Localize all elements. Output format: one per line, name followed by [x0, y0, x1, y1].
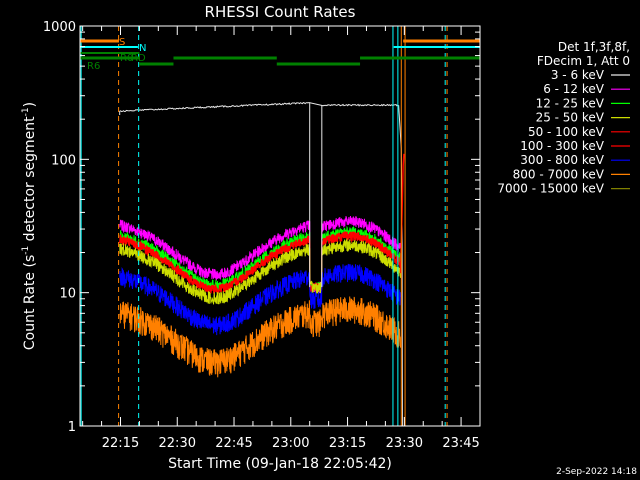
y-axis: 1 10 100 1000 — [43, 20, 480, 435]
legend-entry-label: 50 - 100 keV — [528, 125, 605, 139]
series-band-line — [119, 263, 401, 336]
x-tick-label: 22:30 — [159, 436, 196, 451]
legend-entry-label: 12 - 25 keV — [536, 96, 605, 110]
chart-title: RHESSI Count Rates — [205, 3, 356, 21]
flag-label-s: S — [119, 37, 125, 48]
x-axis-label: Start Time (09-Jan-18 22:05:42) — [168, 456, 392, 472]
legend-header: FDecim 1, Att 0 — [537, 54, 630, 68]
y-axis-label-end: ) — [22, 102, 38, 107]
series-3-6-kev-line — [119, 101, 399, 115]
x-tick-label: 22:45 — [215, 436, 252, 451]
flag-label-r6: R6 — [87, 61, 100, 72]
y-tick-label: 1 — [68, 420, 76, 435]
flag-label-r0: R0 — [120, 53, 133, 64]
legend-entry-label: 300 - 800 keV — [520, 153, 604, 167]
legend-entry-label: 100 - 300 keV — [520, 139, 604, 153]
x-tick-label: 23:30 — [386, 436, 423, 451]
legend-entry-label: 3 - 6 keV — [551, 68, 605, 82]
plot-frame — [79, 25, 481, 427]
y-axis-label-exp2: -1 — [21, 107, 31, 116]
x-tick-label: 23:45 — [442, 436, 479, 451]
plot-area: S N R0 R6 RD — [80, 26, 480, 427]
series-band-line — [119, 296, 401, 378]
series-band-line — [119, 215, 401, 294]
legend-header: Det 1f,3f,8f, — [558, 40, 630, 54]
x-axis: 22:15 22:30 22:45 23:00 23:15 23:30 23:45 — [82, 26, 481, 451]
legend-entry-label: 25 - 50 keV — [536, 111, 605, 125]
y-axis-label-exp: -1 — [21, 246, 31, 255]
x-tick-label: 23:00 — [272, 436, 309, 451]
legend-entry-label: 7000 - 15000 keV — [497, 182, 604, 196]
legend-entry-label: 800 - 7000 keV — [513, 167, 605, 181]
flag-label-rd: RD — [131, 53, 146, 64]
y-axis-label-main: Count Rate (s — [22, 255, 38, 350]
y-tick-label: 100 — [51, 153, 76, 168]
y-axis-label: Count Rate (s-1 detector segment-1) — [21, 102, 38, 350]
flag-label-n: N — [139, 43, 146, 54]
y-axis-label-mid: detector segment — [22, 116, 38, 246]
x-tick-label: 23:15 — [329, 436, 366, 451]
series-band-line — [119, 230, 402, 294]
y-tick-label: 1000 — [43, 20, 76, 35]
x-tick-label: 22:15 — [102, 436, 139, 451]
legend-entry-label: 6 - 12 keV — [543, 82, 605, 96]
y-tick-label: 10 — [59, 287, 76, 302]
timestamp: 2-Sep-2022 14:18 — [556, 467, 637, 477]
series-band-line — [119, 237, 401, 305]
